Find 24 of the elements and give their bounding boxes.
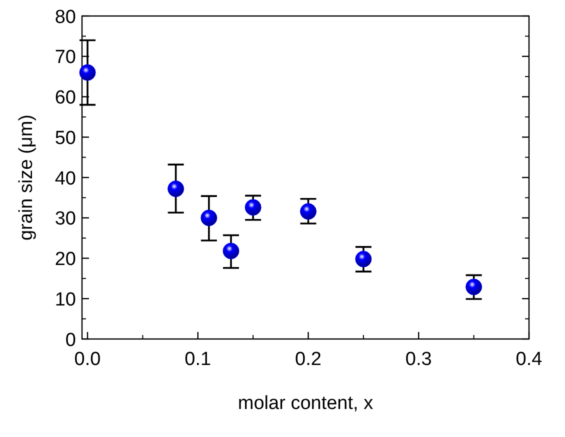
point — [355, 250, 372, 268]
point — [222, 242, 240, 260]
x-axis-title: molar content, x — [238, 393, 374, 414]
y-tick-label: 0 — [65, 330, 76, 351]
y-tick-label: 50 — [54, 128, 76, 149]
x-tick-label: 0.2 — [295, 349, 322, 370]
point — [244, 199, 262, 216]
point — [79, 64, 96, 81]
y-tick-label: 30 — [54, 208, 76, 230]
y-tick-label: 80 — [54, 6, 76, 28]
x-tick-label: 0.0 — [74, 349, 101, 370]
x-tick-label: 0.4 — [516, 349, 543, 370]
point — [200, 210, 218, 226]
x-tick-label: 0.3 — [405, 349, 432, 370]
point — [300, 203, 317, 220]
y-tick-label: 60 — [54, 88, 76, 109]
y-tick-label: 70 — [54, 47, 76, 68]
y-tick-label: 10 — [54, 289, 76, 310]
point — [466, 278, 482, 296]
y-axis-title: grain size (μm) — [16, 114, 37, 241]
y-tick-label: 20 — [54, 249, 76, 270]
y-tick-label: 40 — [54, 168, 76, 190]
x-tick-label: 0.1 — [184, 349, 212, 370]
point — [168, 180, 184, 198]
